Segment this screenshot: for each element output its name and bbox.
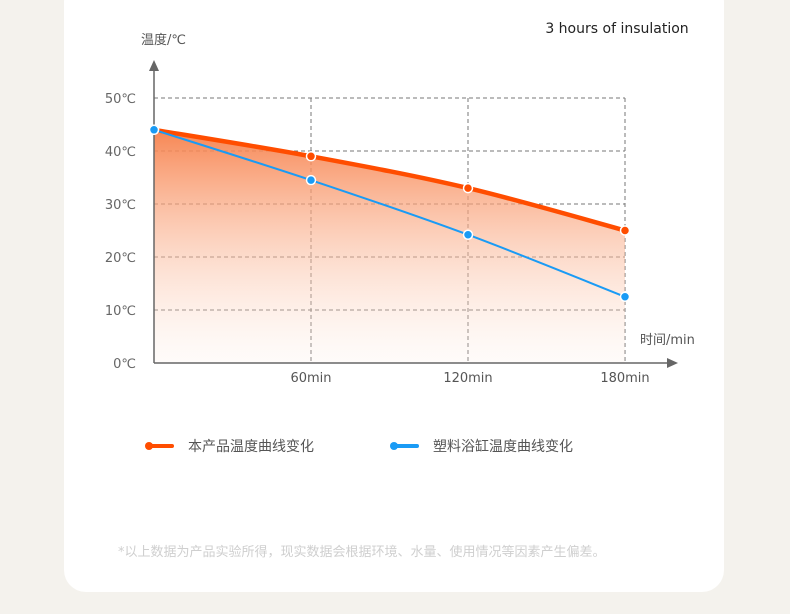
y-tick-label: 50℃ — [105, 92, 136, 107]
y-tick-label: 0℃ — [113, 357, 136, 372]
y-axis-title: 温度/℃ — [141, 32, 186, 48]
data-point — [619, 291, 631, 302]
x-axis-arrow-icon — [667, 358, 678, 368]
legend-item-product: 本产品温度曲线变化 — [145, 436, 314, 456]
legend-label: 塑料浴缸温度曲线变化 — [433, 439, 573, 455]
footnote: *以上数据为产品实验所得，现实数据会根据环境、水量、使用情况等因素产生偏差。 — [118, 545, 606, 560]
data-point — [462, 229, 474, 240]
series-area — [154, 129, 625, 363]
legend-blue-line-icon — [390, 442, 419, 450]
chart-title: 3 hours of insulation — [545, 21, 689, 37]
x-tick-label: 120min — [443, 371, 492, 386]
data-point — [619, 225, 631, 236]
x-tick-label: 60min — [290, 371, 331, 386]
legend-orange-line-icon — [145, 442, 174, 450]
x-tick-label: 180min — [600, 371, 649, 386]
y-tick-label: 10℃ — [105, 304, 136, 319]
series-line — [151, 127, 628, 233]
legend-item-plastic: 塑料浴缸温度曲线变化 — [390, 436, 573, 456]
series-line — [153, 128, 626, 298]
data-point — [148, 124, 160, 136]
y-tick-label: 20℃ — [105, 251, 136, 266]
x-axis-title: 时间/min — [640, 333, 695, 348]
y-tick-label: 30℃ — [105, 198, 136, 213]
data-point — [305, 174, 317, 186]
legend-label: 本产品温度曲线变化 — [188, 439, 314, 455]
data-point — [305, 151, 317, 162]
y-tick-label: 40℃ — [105, 145, 136, 160]
data-point — [462, 182, 474, 194]
y-axis-arrow-icon — [149, 60, 159, 71]
